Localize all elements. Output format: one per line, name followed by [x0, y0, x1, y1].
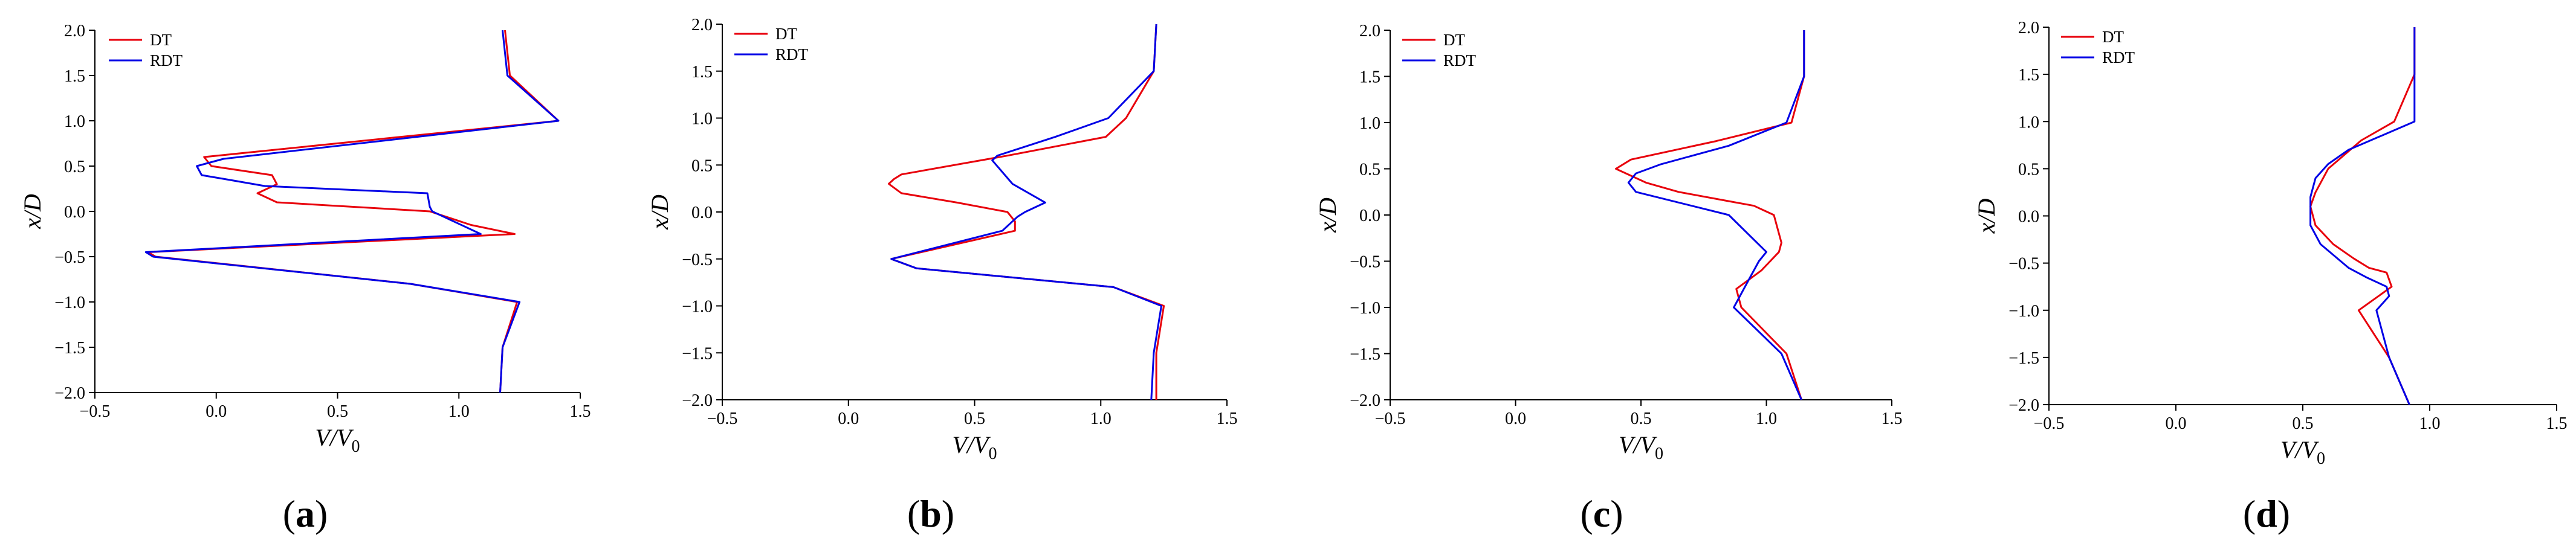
y-tick-label: 1.5	[691, 63, 713, 82]
x-tick-label: 1.5	[1882, 409, 1903, 428]
y-tick-label: 0.0	[1359, 207, 1380, 225]
y-tick-label: −2.0	[682, 391, 713, 410]
legend-label-rdt: RDT	[775, 45, 809, 63]
x-tick-label: −0.5	[707, 409, 738, 428]
y-tick-label: −0.5	[2008, 255, 2039, 274]
legend-label-dt: DT	[150, 31, 172, 49]
y-tick-label: 1.5	[1359, 68, 1380, 87]
x-tick-label: −0.5	[1375, 409, 1406, 428]
y-axis-title: x/D	[646, 194, 673, 230]
y-axis-title: x/D	[1314, 197, 1341, 233]
x-tick-label: 1.0	[1756, 409, 1777, 428]
legend-label-rdt: RDT	[2102, 48, 2135, 66]
x-axis-title: V/V0	[1619, 431, 1663, 463]
x-tick-label: 0.5	[964, 409, 985, 428]
y-tick-label: 1.5	[2018, 66, 2039, 85]
y-tick-label: 1.0	[691, 110, 713, 129]
panel-label: (b)	[907, 492, 954, 535]
legend-label-rdt: RDT	[1443, 51, 1477, 69]
x-tick-label: 0.0	[205, 402, 227, 421]
series-line-dt	[147, 30, 560, 393]
series-line-dt	[2309, 27, 2416, 405]
series-line-rdt	[144, 30, 560, 393]
x-tick-label: 1.5	[2546, 414, 2568, 433]
y-tick-label: 0.5	[1359, 161, 1380, 179]
series-line-rdt	[2309, 27, 2416, 405]
y-tick-label: −2.0	[1350, 391, 1380, 410]
x-tick-label: 0.0	[2166, 414, 2187, 433]
y-tick-label: −1.5	[54, 339, 85, 358]
panel-label: (d)	[2243, 492, 2290, 535]
x-tick-label: 1.0	[2419, 414, 2441, 433]
y-tick-label: 2.0	[2018, 19, 2039, 37]
x-tick-label: 1.0	[1090, 409, 1112, 428]
series-line-rdt	[1627, 30, 1805, 400]
legend-label-dt: DT	[2102, 28, 2124, 46]
y-tick-label: −1.0	[54, 294, 85, 312]
panel-label: (a)	[283, 492, 328, 535]
x-tick-label: 0.5	[327, 402, 348, 421]
x-tick-label: 1.0	[448, 402, 470, 421]
y-tick-label: −1.0	[682, 298, 713, 316]
y-tick-label: −0.5	[54, 248, 85, 267]
y-tick-label: −0.5	[1350, 253, 1380, 272]
chart-panel-c: −0.5 0.0 0.5 1.0 1.5 −2.0 −1.5 −1.0 −0.5 0.0 0.5 1.…	[1314, 22, 1903, 535]
x-tick-label: 1.5	[1217, 409, 1238, 428]
x-axis-title: V/V0	[2280, 436, 2325, 468]
y-tick-label: 0.5	[691, 156, 713, 175]
x-tick-label: 0.5	[1631, 409, 1652, 428]
y-tick-label: 2.0	[1359, 22, 1380, 40]
legend-label-rdt: RDT	[150, 51, 183, 69]
legend-label-dt: DT	[775, 25, 797, 43]
y-tick-label: 1.0	[2018, 113, 2039, 132]
x-tick-label: 0.0	[1505, 409, 1526, 428]
y-tick-label: −1.0	[1350, 299, 1380, 318]
y-tick-label: 0.0	[691, 204, 713, 222]
y-tick-label: 0.0	[64, 203, 85, 222]
x-axis-title: V/V0	[316, 424, 360, 456]
x-tick-label: −0.5	[80, 402, 111, 421]
y-axis-title: x/D	[19, 194, 46, 229]
y-tick-label: 0.0	[2018, 208, 2039, 226]
chart-panel-d: −0.5 0.0 0.5 1.0 1.5 −2.0 −1.5 −1.0 −0.5 0.0 0.5 1.…	[1973, 19, 2568, 535]
chart-panel-a: −0.5 0.0 0.5 1.0 1.5 −2.0 −1.5 −1.0 −0.5 0.0 0.5 1.…	[19, 22, 591, 535]
y-tick-label: −1.0	[2008, 302, 2039, 321]
x-tick-label: 0.0	[838, 409, 859, 428]
x-tick-label: 1.5	[570, 402, 591, 421]
series-line-rdt	[890, 24, 1162, 400]
y-tick-label: 2.0	[691, 16, 713, 34]
y-tick-label: −1.5	[682, 344, 713, 363]
y-tick-label: 0.5	[2018, 160, 2039, 179]
y-tick-label: 2.0	[64, 22, 85, 40]
panel-label: (c)	[1580, 492, 1623, 535]
series-line-dt	[1615, 30, 1805, 400]
y-tick-label: 1.0	[1359, 114, 1380, 133]
x-tick-label: −0.5	[2034, 414, 2065, 433]
y-tick-label: 1.5	[64, 67, 85, 86]
y-tick-label: −0.5	[682, 251, 713, 269]
legend-label-dt: DT	[1443, 31, 1465, 49]
y-tick-label: 1.0	[64, 112, 85, 131]
y-tick-label: 0.5	[64, 158, 85, 176]
y-tick-label: −2.0	[54, 384, 85, 403]
chart-panel-b: −0.5 0.0 0.5 1.0 1.5 −2.0 −1.5 −1.0 −0.5 0.0 0.5 1.…	[646, 16, 1238, 535]
y-tick-label: −2.0	[2008, 396, 2039, 415]
x-tick-label: 0.5	[2293, 414, 2314, 433]
y-axis-title: x/D	[1973, 199, 2000, 234]
y-tick-label: −1.5	[1350, 345, 1380, 364]
y-tick-label: −1.5	[2008, 349, 2039, 368]
x-axis-title: V/V0	[953, 431, 997, 463]
